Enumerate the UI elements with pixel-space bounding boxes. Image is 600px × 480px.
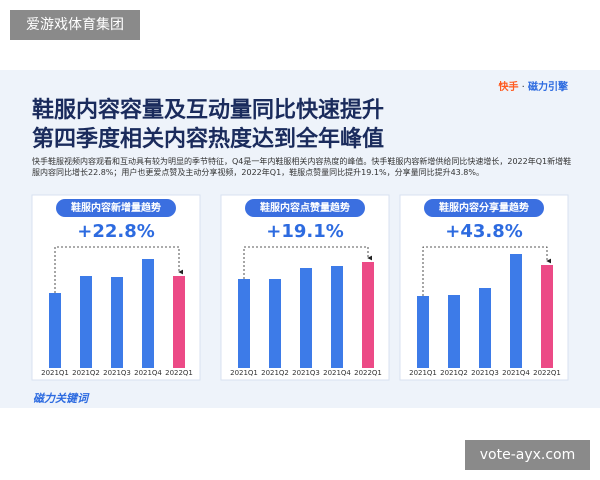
bar (479, 288, 491, 368)
bar (142, 259, 154, 368)
watermark: 爱游戏体育集团 (10, 10, 140, 40)
bar (362, 262, 374, 368)
x-tick-label: 2022Q1 (354, 369, 382, 377)
bar (80, 276, 92, 368)
annotation: +22.8% (77, 221, 155, 242)
x-tick-label: 2021Q4 (323, 369, 351, 377)
brand: 快手 · 磁力引擎 (498, 82, 568, 93)
bar (541, 265, 553, 368)
annotation: +19.1% (266, 221, 344, 242)
bar (173, 276, 185, 368)
bar (238, 279, 250, 368)
brand-cili: 磁力引擎 (528, 82, 568, 93)
bar (331, 266, 343, 368)
bracket (422, 246, 551, 296)
footer-logo: 磁力关键词 (33, 392, 88, 405)
panel-title: 鞋服内容新增量趋势 (71, 201, 161, 214)
annotation: +43.8% (445, 221, 523, 242)
panel-title: 鞋服内容分享量趋势 (439, 201, 529, 214)
x-tick-label: 2021Q4 (502, 369, 530, 377)
panel-header (245, 199, 365, 217)
x-tick-label: 2021Q3 (292, 369, 320, 377)
x-tick-label: 2021Q3 (103, 369, 131, 377)
bar (510, 254, 522, 368)
x-tick-label: 2021Q3 (471, 369, 499, 377)
x-tick-label: 2021Q1 (230, 369, 258, 377)
brand-kuaishou: 快手 (498, 82, 519, 93)
bar (448, 295, 460, 368)
x-tick-label: 2021Q2 (261, 369, 289, 377)
watermark: vote-ayx.com (465, 440, 590, 470)
panel-title: 鞋服内容点赞量趋势 (260, 201, 350, 214)
bracket (243, 246, 372, 279)
x-tick-label: 2021Q2 (72, 369, 100, 377)
title: 鞋服内容容量及互动量同比快速提升 (32, 98, 385, 123)
bar (300, 268, 312, 368)
x-tick-label: 2021Q1 (41, 369, 69, 377)
bracket (54, 246, 183, 293)
x-tick-label: 2021Q4 (134, 369, 162, 377)
bar (417, 296, 429, 368)
panel-header (56, 199, 176, 217)
bar (111, 277, 123, 368)
bar (49, 293, 61, 368)
body-text: 快手鞋服视频内容观看和互动具有较为明显的季节特征，Q4是一年内鞋服相关内容热度的… (32, 157, 572, 177)
x-tick-label: 2022Q1 (533, 369, 561, 377)
bar (269, 279, 281, 368)
x-tick-label: 2021Q2 (440, 369, 468, 377)
title: 第四季度相关内容热度达到全年峰值 (32, 127, 385, 152)
x-tick-label: 2021Q1 (409, 369, 437, 377)
x-tick-label: 2022Q1 (165, 369, 193, 377)
panel-header (424, 199, 544, 217)
